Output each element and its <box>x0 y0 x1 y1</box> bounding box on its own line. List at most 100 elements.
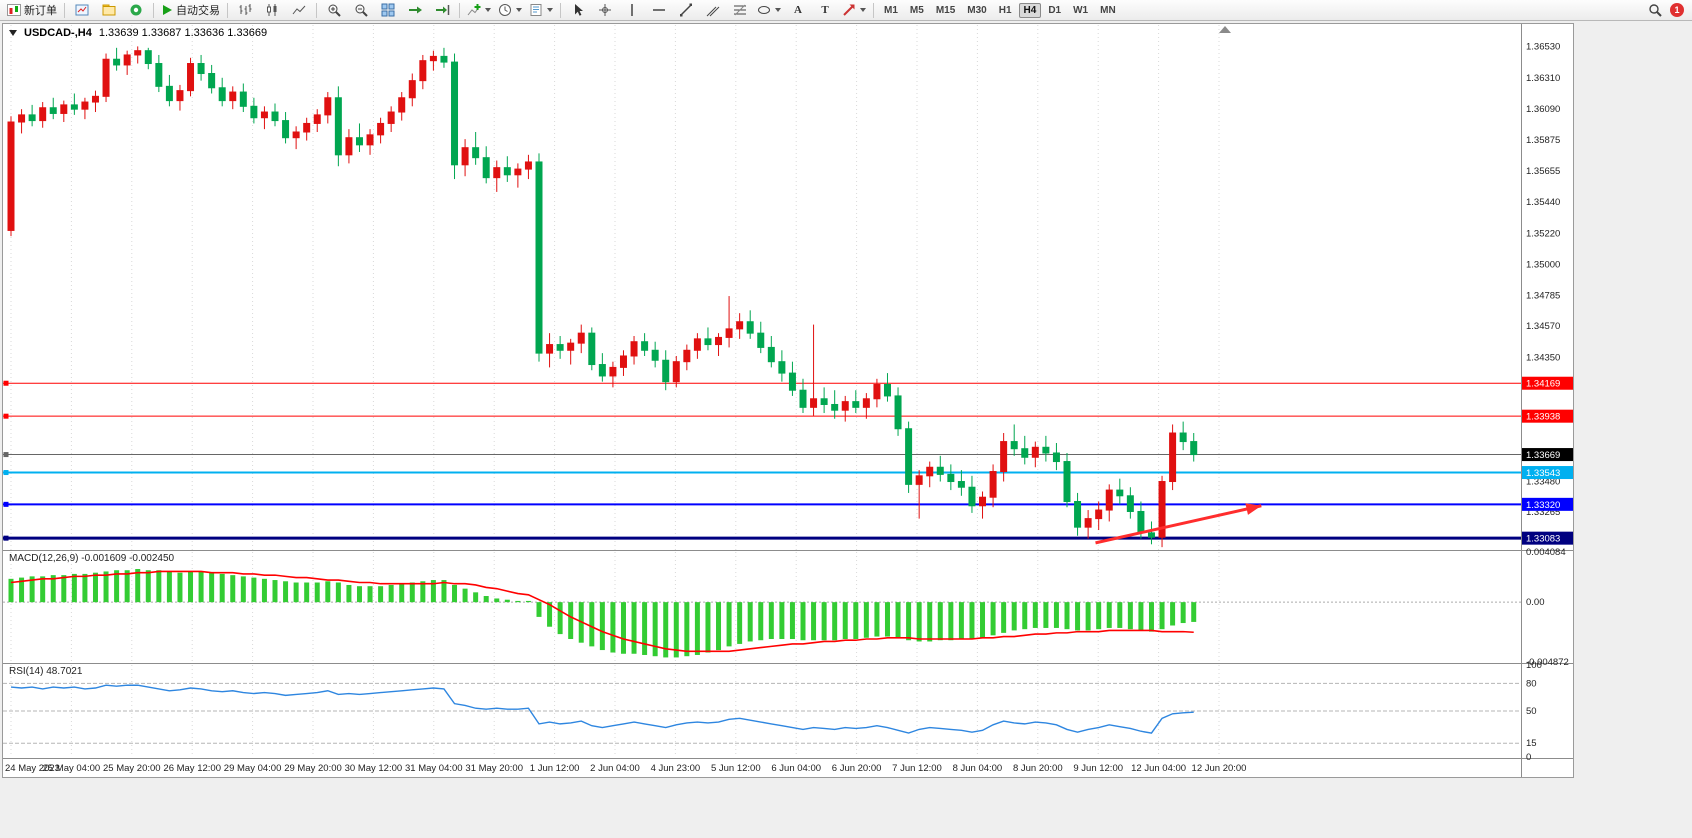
timeframe-button-w1[interactable]: W1 <box>1073 4 1089 16</box>
date-axis-label: 12 Jun 20:00 <box>1192 763 1247 774</box>
date-axis-label: 31 May 04:00 <box>405 763 463 774</box>
line-chart-icon <box>292 5 306 15</box>
vertical-line-button[interactable] <box>619 1 645 19</box>
profiles-button[interactable] <box>96 1 122 19</box>
periods-button[interactable] <box>495 1 525 19</box>
bar-chart-button[interactable] <box>232 1 258 19</box>
zoom-out-icon <box>355 4 368 17</box>
notifications-badge[interactable]: 1 <box>1670 3 1684 17</box>
macd-axis-label: -0.004872 <box>1526 657 1569 668</box>
autotrading-label: 自动交易 <box>176 5 220 17</box>
price-axis-label: 1.36310 <box>1526 73 1560 84</box>
toolbar-separator <box>64 2 65 18</box>
indicators-button[interactable] <box>464 1 494 19</box>
candlestick-chart-button[interactable] <box>259 1 285 19</box>
level-line-handle[interactable] <box>3 452 9 458</box>
macd-axis-label: 0.004084 <box>1526 547 1566 558</box>
chart-window-usdcad-h4[interactable]: 1.36530 1.36310 1.36090 1.35875 1.35655 1.354… <box>2 23 1574 778</box>
new-order-icon <box>7 4 21 16</box>
level-line-handle[interactable] <box>3 380 9 386</box>
community-button[interactable] <box>123 1 149 19</box>
chart-shift-marker[interactable] <box>1219 26 1231 33</box>
level-line-handle[interactable] <box>3 413 9 419</box>
level-line-handle[interactable] <box>3 470 9 476</box>
candles <box>7 46 1198 548</box>
price-axis-label: 1.33265 <box>1526 507 1560 518</box>
chevron-down-icon[interactable] <box>775 8 781 12</box>
timeframe-button-mn[interactable]: MN <box>1100 4 1116 16</box>
timeframe-button-h1[interactable]: H1 <box>998 4 1012 16</box>
rsi-axis-label: 50 <box>1526 706 1537 717</box>
tile-windows-button[interactable] <box>375 1 401 19</box>
indicators-icon <box>467 4 481 16</box>
shapes-button[interactable] <box>754 1 784 19</box>
timeframe-button-m5[interactable]: M5 <box>909 4 924 16</box>
rsi-axis-label: 0 <box>1526 752 1531 763</box>
timeframe-button-m30[interactable]: M30 <box>967 4 987 16</box>
price-axis-label: 1.33480 <box>1526 477 1560 488</box>
chart-ohlc-values: 1.33639 1.33687 1.33636 1.33669 <box>98 27 268 39</box>
price-badge-text: 1.33083 <box>1526 534 1560 545</box>
price-badge-1.33320 <box>1522 497 1573 511</box>
zoom-in-button[interactable] <box>321 1 347 19</box>
rsi-axis-label: 15 <box>1526 738 1537 749</box>
chevron-down-icon[interactable] <box>860 8 866 12</box>
label-button[interactable]: T <box>812 1 838 19</box>
chevron-down-icon[interactable] <box>485 8 491 12</box>
crosshair-button[interactable] <box>592 1 618 19</box>
charts-button[interactable] <box>69 1 95 19</box>
autotrading-button[interactable]: 自动交易 <box>158 1 223 19</box>
text-button[interactable]: A <box>785 1 811 19</box>
timeframe-button-m15[interactable]: M15 <box>935 4 956 16</box>
level-line-handle[interactable] <box>3 535 9 541</box>
templates-button[interactable] <box>526 1 556 19</box>
price-badge-text: 1.34169 <box>1526 379 1560 390</box>
chart-canvas[interactable]: 1.36530 1.36310 1.36090 1.35875 1.35655 1.354… <box>3 24 1573 777</box>
price-badge-1.33669 <box>1522 448 1573 462</box>
trendline-button[interactable] <box>673 1 699 19</box>
toolbar-separator <box>873 2 874 18</box>
ohlc-bars-icon <box>239 4 252 15</box>
play-icon <box>163 5 172 15</box>
line-chart-button[interactable] <box>286 1 312 19</box>
search-icon[interactable] <box>1648 3 1662 17</box>
chevron-down-icon[interactable] <box>547 8 553 12</box>
price-axis-label: 1.34570 <box>1526 321 1560 332</box>
fibonacci-button[interactable] <box>727 1 753 19</box>
arrows-button[interactable] <box>839 1 869 19</box>
price-badge-1.34169 <box>1522 376 1573 390</box>
price-badge-text: 1.33543 <box>1526 468 1560 479</box>
chart-context-icon[interactable] <box>9 30 17 36</box>
gridlines <box>10 25 1220 757</box>
zoom-in-icon <box>328 4 341 17</box>
macd-histogram <box>8 568 1197 658</box>
macd-axis-label: 0.00 <box>1526 597 1545 608</box>
price-axis-label: 1.35655 <box>1526 166 1560 177</box>
new-order-button[interactable]: 新订单 <box>4 1 60 19</box>
timeframe-button-m1[interactable]: M1 <box>884 4 898 16</box>
price-axis-label: 1.35220 <box>1526 228 1560 239</box>
level-line-handle[interactable] <box>3 501 9 507</box>
date-axis-label: 30 May 12:00 <box>345 763 403 774</box>
toolbar-separator <box>227 2 228 18</box>
date-axis-label: 6 Jun 04:00 <box>771 763 821 774</box>
date-axis-label: 8 Jun 20:00 <box>1013 763 1063 774</box>
date-axis-label: 25 May 04:00 <box>43 763 101 774</box>
zoom-out-button[interactable] <box>348 1 374 19</box>
horizontal-line-button[interactable] <box>646 1 672 19</box>
trend-arrow[interactable] <box>1095 503 1262 545</box>
crosshair-icon <box>599 4 611 16</box>
chevron-down-icon[interactable] <box>516 8 522 12</box>
timeframe-button-d1[interactable]: D1 <box>1048 4 1062 16</box>
channel-icon <box>706 6 720 17</box>
auto-scroll-button[interactable] <box>402 1 428 19</box>
cursor-button[interactable] <box>565 1 591 19</box>
date-axis-label: 5 Jun 12:00 <box>711 763 761 774</box>
channel-button[interactable] <box>700 1 726 19</box>
date-axis-label: 26 May 12:00 <box>163 763 221 774</box>
chart-title: USDCAD-,H4 1.33639 1.33687 1.33636 1.336… <box>9 27 267 39</box>
timeframe-button-h4[interactable]: H4 <box>1018 2 1042 18</box>
horizontal-line-icon <box>653 9 665 11</box>
chart-shift-button[interactable] <box>429 1 455 19</box>
